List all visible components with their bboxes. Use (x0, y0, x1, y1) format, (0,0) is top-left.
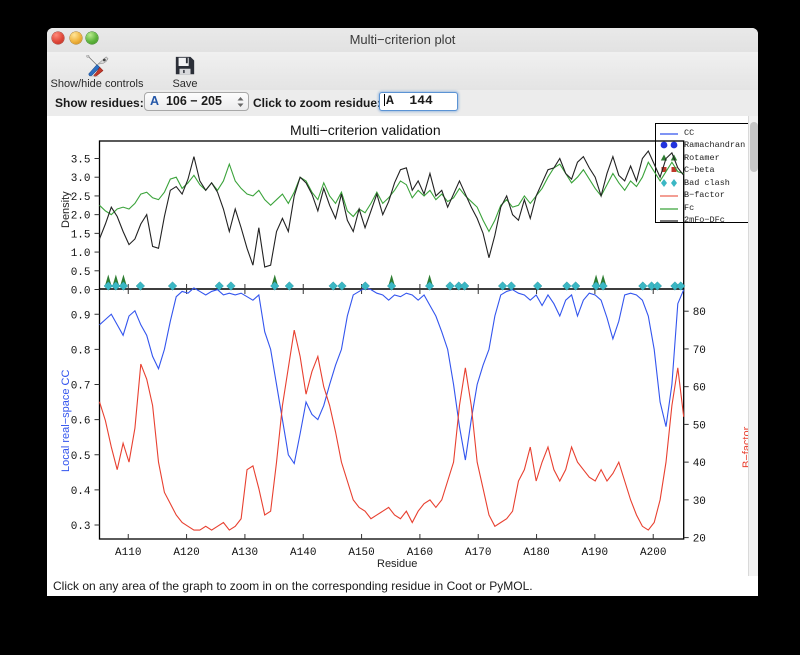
svg-text:3.5: 3.5 (71, 155, 91, 167)
svg-text:0.8: 0.8 (71, 345, 91, 357)
svg-text:3.0: 3.0 (71, 173, 91, 185)
svg-text:0.6: 0.6 (71, 416, 91, 428)
svg-text:A110: A110 (115, 547, 141, 559)
svg-text:80: 80 (693, 307, 706, 319)
svg-text:0.4: 0.4 (71, 486, 91, 498)
svg-text:30: 30 (693, 496, 706, 508)
svg-text:60: 60 (693, 383, 706, 395)
svg-text:1.0: 1.0 (71, 248, 91, 260)
svg-text:20: 20 (693, 534, 706, 546)
svg-text:A160: A160 (407, 547, 433, 559)
svg-text:0.9: 0.9 (71, 310, 91, 322)
svg-text:0.0: 0.0 (71, 286, 91, 298)
svg-text:A140: A140 (290, 547, 316, 559)
svg-text:0.3: 0.3 (71, 521, 91, 533)
svg-text:0.5: 0.5 (71, 267, 91, 279)
svg-text:A190: A190 (582, 547, 608, 559)
svg-text:0.7: 0.7 (71, 381, 91, 393)
svg-text:A130: A130 (232, 547, 258, 559)
svg-text:A150: A150 (348, 547, 374, 559)
svg-text:2.5: 2.5 (71, 192, 91, 204)
svg-text:2.0: 2.0 (71, 211, 91, 223)
svg-text:A180: A180 (523, 547, 549, 559)
svg-text:A170: A170 (465, 547, 491, 559)
svg-text:1.5: 1.5 (71, 229, 91, 241)
svg-text:0.5: 0.5 (71, 451, 91, 463)
svg-text:A120: A120 (173, 547, 199, 559)
svg-text:40: 40 (693, 458, 706, 470)
svg-text:A200: A200 (640, 547, 666, 559)
svg-text:70: 70 (693, 345, 706, 357)
svg-text:50: 50 (693, 420, 706, 432)
